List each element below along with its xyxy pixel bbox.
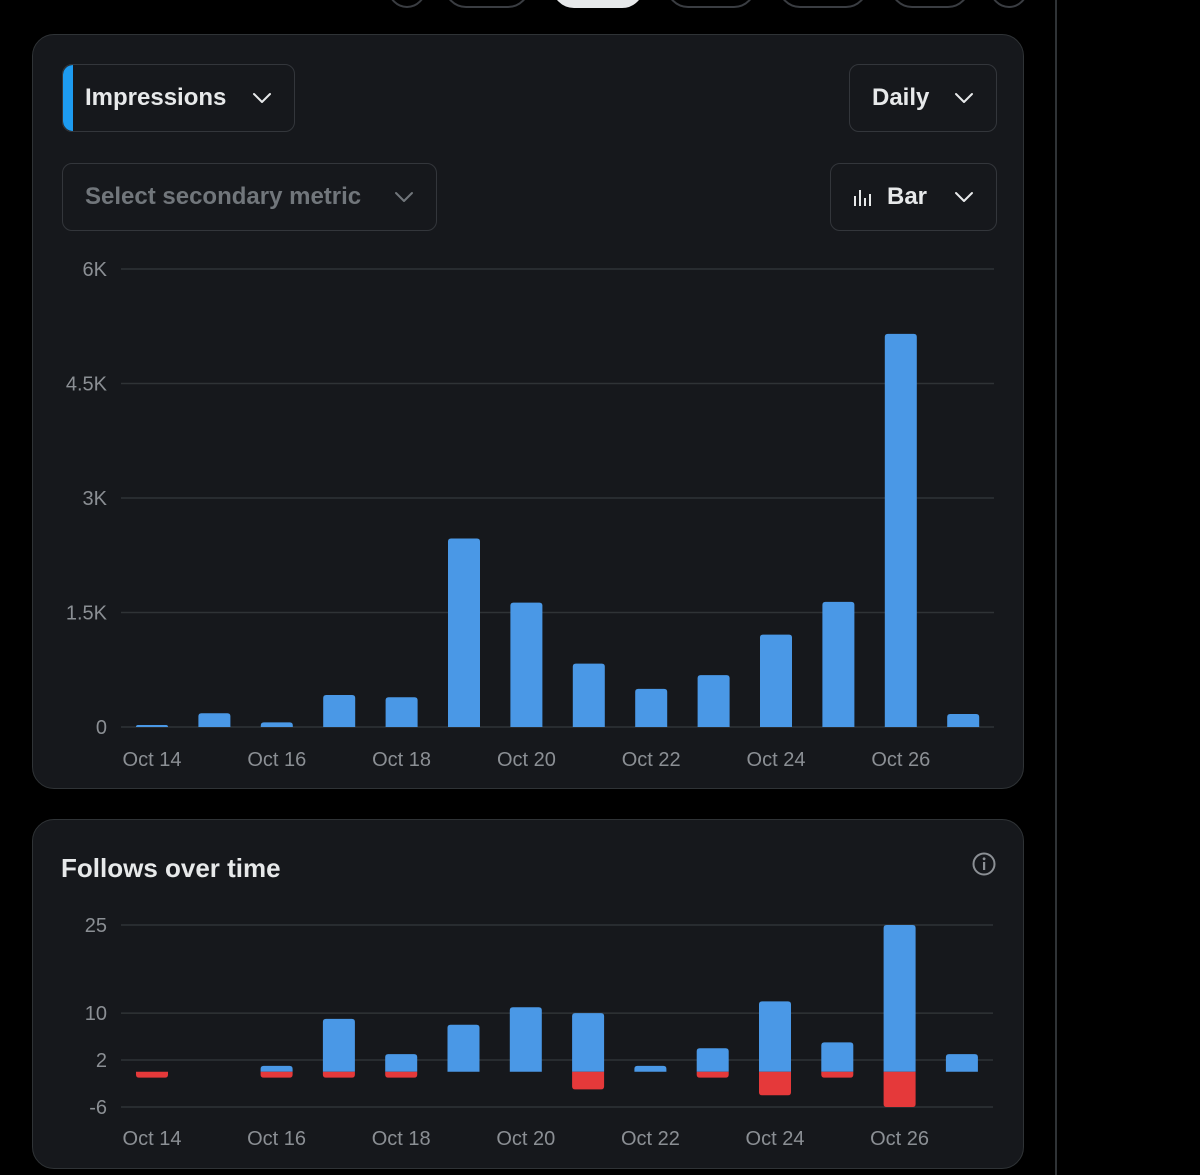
x-tick-label: Oct 14 [123,1128,182,1150]
metric-accent-bar [63,65,73,131]
bar [322,1018,355,1072]
y-tick-label: 1.5K [66,603,108,625]
period-dropdown[interactable]: Daily [849,64,997,132]
tab-button[interactable] [890,0,970,8]
x-tick-label: Oct 20 [497,749,556,771]
tab-button[interactable] [990,0,1028,8]
follows-card-title: Follows over time [61,853,281,883]
bar-negative [759,1071,791,1096]
bar [323,694,356,727]
x-tick-label: Oct 18 [372,749,431,771]
x-tick-label: Oct 22 [622,749,681,771]
bar [760,634,792,727]
bar [822,601,855,727]
bar [260,722,293,727]
chart-type-label: Bar [887,183,928,210]
bar [696,1048,729,1072]
bar [136,725,168,727]
bar [510,602,543,727]
x-tick-label: Oct 22 [621,1128,680,1150]
secondary-metric-dropdown[interactable]: Select secondary metric [62,163,437,231]
bar [509,1007,542,1072]
bar [883,925,916,1072]
bar [635,688,668,727]
bar-negative [821,1071,854,1078]
bar-negative [260,1071,293,1078]
secondary-metric-placeholder: Select secondary metric [85,183,362,210]
impressions-chart: 0 1.5K 3K 4.5K 6K Oct 14 Oct 16 Oct 18 Oct 20 Oct… [66,259,994,771]
x-tick-label: Oct 26 [871,749,930,771]
bar-negative [322,1071,355,1078]
bar [884,333,917,727]
y-tick-label: 4.5K [66,374,108,396]
x-tick-label: Oct 18 [372,1128,431,1150]
chart-type-dropdown[interactable]: Bar [830,163,997,231]
x-tick-label: Oct 14 [123,749,182,771]
impressions-card: Impressions Daily Select secondary metri… [32,34,1024,789]
y-tick-label: 2 [96,1050,107,1072]
y-tick-label: 10 [85,1003,107,1025]
y-tick-label: 0 [96,717,107,739]
bar [385,1054,418,1072]
bar [385,697,418,727]
bar [447,1024,480,1072]
x-tick-label: Oct 20 [496,1128,555,1150]
bar-negative [883,1071,916,1107]
tab-button[interactable] [778,0,868,8]
follows-card: Follows over time -6 2 10 25 Oct 14 Oct 16 Oct… [32,819,1024,1169]
bar-chart-icon [853,188,873,206]
y-tick-label: 25 [85,915,107,937]
bar-negative [696,1071,729,1078]
tab-button[interactable] [388,0,426,8]
follows-chart: -6 2 10 25 Oct 14 Oct 16 Oct 18 Oct 20 Oct 22 Oct… [85,915,993,1150]
bar [821,1042,854,1072]
x-tick-label: Oct 26 [870,1128,929,1150]
bar [697,675,730,727]
chevron-down-icon [252,92,272,104]
x-tick-label: Oct 16 [247,1128,306,1150]
period-dropdown-label: Daily [872,84,930,111]
chevron-down-icon [954,191,974,203]
x-tick-label: Oct 16 [247,749,306,771]
tab-button[interactable] [666,0,756,8]
bar-negative [385,1071,418,1078]
y-tick-label: -6 [89,1097,107,1119]
y-tick-label: 3K [83,488,108,510]
bar [572,663,605,727]
bar [198,713,231,727]
time-range-tabs [0,0,1055,10]
tab-button-active[interactable] [552,0,644,8]
bar [448,538,480,727]
bar-negative [136,1071,168,1078]
bar [947,714,980,727]
bar [260,1065,293,1072]
tab-button[interactable] [444,0,530,8]
metric-dropdown[interactable]: Impressions [62,64,295,132]
x-tick-label: Oct 24 [746,1128,805,1150]
metric-dropdown-label: Impressions [85,84,227,111]
bar [572,1013,605,1072]
panel-divider [1055,0,1057,1175]
bar [945,1054,978,1072]
bar [634,1065,667,1072]
bar [759,1001,791,1072]
y-tick-label: 6K [83,259,108,281]
info-icon[interactable] [971,851,997,877]
chevron-down-icon [394,191,414,203]
chevron-down-icon [954,92,974,104]
x-tick-label: Oct 24 [747,749,806,771]
bar-negative [572,1071,605,1090]
